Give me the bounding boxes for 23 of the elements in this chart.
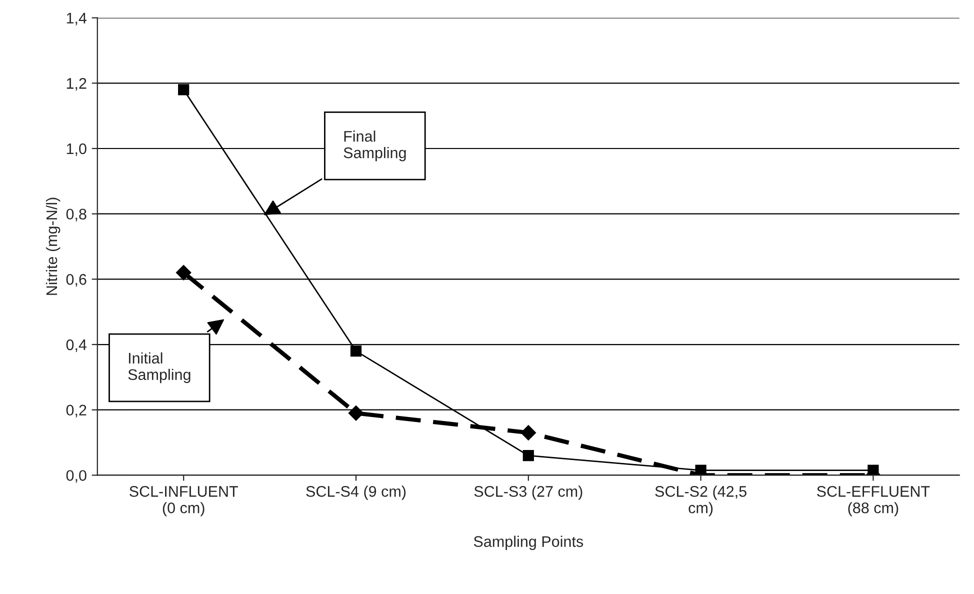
annotation: Initial Sampling xyxy=(128,352,190,384)
point xyxy=(522,450,534,462)
x-tick-label: SCL-EFFLUENT (88 cm) xyxy=(817,486,930,516)
y-tick-label: 0,6 xyxy=(66,274,86,287)
x-tick-label: SCL-S2 (42,5 cm) xyxy=(655,486,746,516)
point xyxy=(520,425,536,440)
y-tick-label: 1,0 xyxy=(66,143,86,156)
annotation: Final Sampling xyxy=(344,130,406,162)
y-tick-label: 0,4 xyxy=(66,339,87,352)
x-tick-label: SCL-S4 (9 cm) xyxy=(306,486,406,500)
y-tick-label: 0,2 xyxy=(66,404,86,418)
point xyxy=(178,84,190,96)
y-tick-label: 0,8 xyxy=(66,208,86,222)
x-axis-title: Sampling Points xyxy=(474,536,584,550)
x-tick-label: SCL-S3 (27 cm) xyxy=(474,486,582,500)
y-tick-label: 1,4 xyxy=(66,12,87,26)
point xyxy=(350,346,362,357)
x-tick-label: SCL-INFLUENT (0 cm) xyxy=(130,486,238,516)
point xyxy=(176,265,192,280)
y-tick-label: 0,0 xyxy=(66,470,86,483)
y-axis-title: Nitrite (mg-N/l) xyxy=(46,198,60,295)
y-tick-label: 1,2 xyxy=(66,78,86,91)
point xyxy=(348,406,364,421)
